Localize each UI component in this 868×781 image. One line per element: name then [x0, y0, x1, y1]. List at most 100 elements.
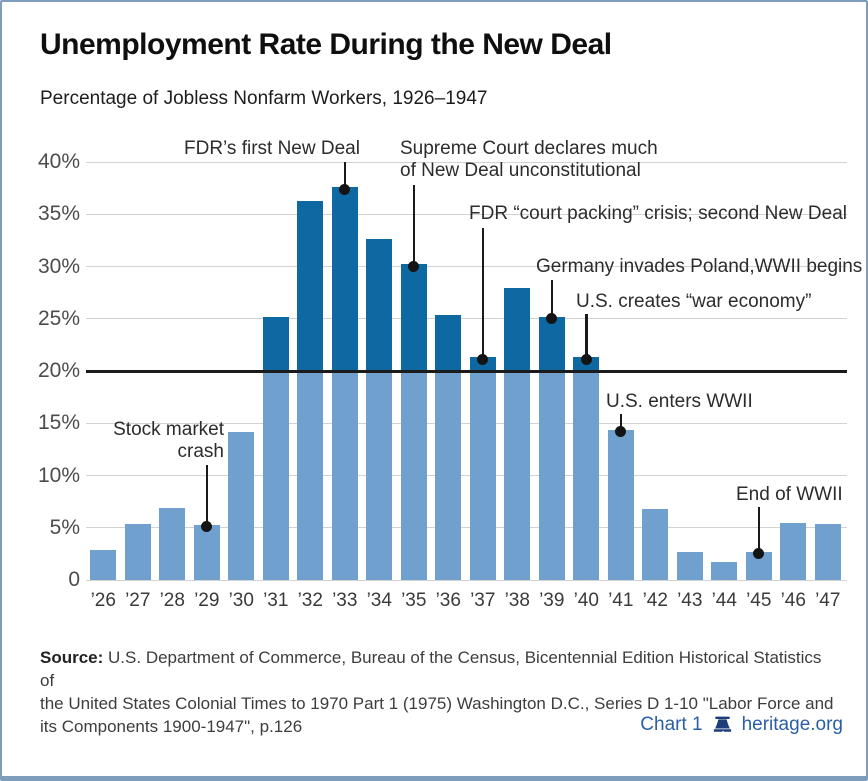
bar-above-reference [262, 316, 289, 371]
x-axis-label: ’43 [677, 590, 703, 611]
annotation-line: Stock market [113, 419, 224, 440]
annotation-leader-line [757, 507, 760, 554]
bar [159, 507, 186, 580]
annotation-us-enters-wwii: U.S. enters WWII [606, 391, 753, 413]
bar-above-reference [331, 187, 358, 371]
annotation-fdr-first-new-deal: FDR’s first New Deal [184, 138, 360, 160]
annotation-line: of New Deal unconstitutional [400, 160, 641, 181]
annotation-line: crash [177, 441, 224, 462]
x-axis-label: ’45 [746, 590, 772, 611]
x-axis-label: ’40 [573, 590, 599, 611]
annotation-leader-line [585, 314, 588, 360]
x-axis-label: ’30 [228, 590, 254, 611]
bar [124, 523, 151, 580]
x-axis-label: ’42 [642, 590, 668, 611]
y-axis-label: 20% [37, 359, 80, 382]
bar [193, 524, 220, 580]
annotation-supreme-court: Supreme Court declares much of New Deal u… [400, 138, 658, 182]
annotation-leader-line [619, 414, 622, 432]
bar [90, 549, 117, 580]
bar [642, 508, 669, 580]
gridline [86, 213, 847, 215]
bar [711, 562, 738, 580]
x-axis-label: ’29 [194, 590, 220, 611]
y-axis-label: 35% [37, 202, 80, 226]
annotation-stock-market-crash: Stock market crash [102, 419, 224, 463]
bar-above-reference [504, 288, 531, 371]
gridline [86, 266, 847, 267]
x-axis-label: ’32 [297, 590, 323, 611]
bar [607, 429, 634, 580]
chart-number-label: Chart 1 [640, 714, 703, 735]
y-axis-label: 10% [37, 463, 80, 487]
y-axis-label: 25% [37, 306, 80, 330]
y-axis-label: 40% [37, 150, 80, 173]
gridline [86, 161, 847, 163]
annotation-war-economy: U.S. creates “war economy” [576, 291, 811, 313]
source-line: its Components 1900-1947", p.126 [40, 717, 303, 736]
y-axis-label: 5% [49, 515, 80, 539]
y-axis-label: 15% [37, 411, 80, 435]
x-axis-label: ’35 [401, 590, 427, 611]
annotation-end-of-wwii: End of WWII [736, 484, 843, 506]
annotation-court-packing: FDR “court packing” crisis; second New D… [469, 203, 847, 225]
bar-above-reference [435, 314, 462, 371]
chart-subtitle: Percentage of Jobless Nonfarm Workers, 1… [40, 88, 488, 109]
annotation-leader-line [205, 465, 208, 527]
annotation-germany-invades: Germany invades Poland,WWII begins [536, 256, 862, 278]
bar [814, 523, 841, 580]
annotation-dot [546, 313, 558, 325]
x-axis-label: ’39 [539, 590, 565, 611]
annotation-dot [477, 353, 489, 365]
y-axis-label: 0 [68, 568, 80, 591]
annotation-line: Supreme Court declares much [400, 138, 658, 159]
source-note: Source: U.S. Department of Commerce, Bur… [40, 646, 840, 738]
annotation-dot [753, 548, 765, 560]
page-title: Unemployment Rate During the New Deal [40, 28, 612, 61]
gridline [86, 318, 847, 320]
annotation-line: FDR’s first New Deal [184, 138, 360, 159]
annotation-leader-line [412, 185, 415, 267]
reference-line-20pct [86, 369, 847, 373]
annotation-line: U.S. enters WWII [606, 391, 753, 412]
gridline [86, 527, 847, 529]
source-line: Source: U.S. Department of Commerce, Bur… [40, 648, 822, 690]
annotation-dot [408, 260, 420, 272]
x-axis-label: ’44 [711, 590, 737, 611]
bar [469, 357, 496, 580]
annotation-line: End of WWII [736, 484, 843, 505]
annotation-leader-line [343, 162, 346, 190]
x-axis-label: ’34 [366, 590, 392, 611]
x-axis-label: ’33 [332, 590, 358, 611]
bar-above-reference [366, 239, 393, 371]
x-axis-label: ’38 [504, 590, 530, 611]
gridline [86, 422, 847, 424]
bar [573, 357, 600, 580]
brand-link[interactable]: heritage.org [741, 714, 843, 735]
source-line: the United States Colonial Times to 1970… [40, 694, 834, 713]
bar-above-reference [297, 200, 324, 371]
x-axis-label: ’36 [435, 590, 461, 611]
bar [676, 551, 703, 580]
x-axis-label: ’37 [470, 590, 496, 611]
gridline [86, 579, 847, 581]
footer-brand-row: Chart 1 heritage.org [640, 714, 843, 736]
x-axis-label: ’26 [90, 590, 116, 611]
annotation-leader-line [550, 280, 553, 319]
bar [780, 522, 807, 580]
annotation-line: Germany invades Poland,WWII begins [536, 256, 863, 277]
bar [228, 431, 255, 580]
annotation-dot [339, 183, 351, 195]
x-axis-label: ’31 [263, 590, 289, 611]
bar-above-reference [400, 264, 427, 371]
bar-above-reference [538, 316, 565, 371]
x-axis-label: ’27 [125, 590, 151, 611]
annotation-dot [615, 426, 627, 438]
x-axis-label: ’41 [608, 590, 634, 611]
x-axis-label: ’46 [780, 590, 806, 611]
gridline [86, 475, 847, 476]
y-axis-label: 30% [37, 254, 80, 278]
annotation-line: FDR “court packing” crisis; second New D… [469, 203, 848, 224]
